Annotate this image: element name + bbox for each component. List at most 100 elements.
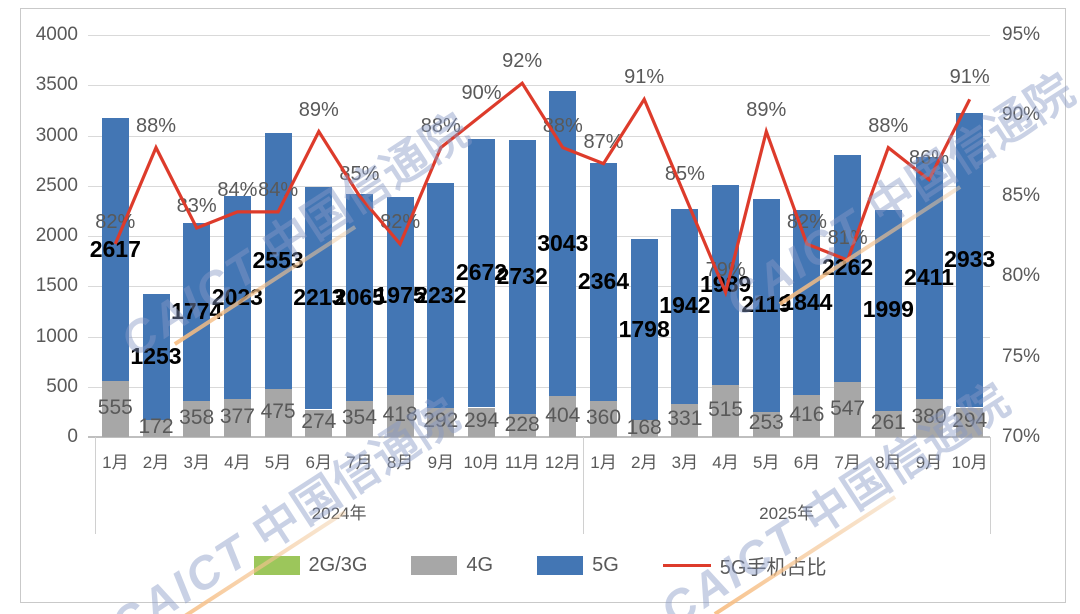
y-axis-tick-left: 0 — [67, 426, 78, 447]
gridline — [88, 35, 990, 36]
label-4g-value: 418 — [382, 403, 418, 426]
x-axis-month-label: 11月 — [504, 453, 540, 472]
gridline — [88, 386, 990, 388]
y-axis-tick-right: 90% — [1002, 104, 1041, 126]
bar-segment-4g — [345, 401, 373, 437]
bar-segment-4g — [549, 396, 577, 437]
bar-segment-4g — [956, 407, 984, 437]
x-axis-month-label: 4月 — [712, 453, 739, 472]
y-axis-tick-left: 3500 — [35, 74, 78, 96]
bar-segment-4g — [874, 410, 902, 437]
bar-segment-4g — [834, 382, 862, 437]
bar-segment-4g — [752, 411, 780, 437]
bar-segment-4g — [183, 401, 211, 437]
bar-segment-4g — [264, 389, 292, 437]
legend-item-2g3g: 2G/3G — [253, 554, 368, 577]
label-4g-value: 168 — [626, 415, 662, 439]
label-5g-value: 1999 — [862, 296, 914, 323]
label-4g-value: 261 — [870, 410, 906, 434]
label-5g-share: 88% — [135, 114, 177, 137]
bar-segment-4g — [915, 398, 943, 437]
y-axis-tick-left: 2000 — [35, 225, 78, 246]
bar-segment-4g — [142, 419, 170, 437]
bar-segment-4g — [793, 395, 821, 437]
label-4g-value: 228 — [504, 412, 540, 436]
bar-segment-4g — [630, 420, 658, 437]
label-4g-value: 416 — [789, 403, 825, 427]
year-group-separator — [583, 437, 585, 534]
label-5g-value: 1798 — [618, 315, 670, 342]
label-4g-value: 555 — [97, 396, 133, 420]
x-axis-month-label: 2月 — [631, 453, 658, 472]
label-4g-value: 274 — [301, 410, 337, 434]
label-5g-value: 3043 — [537, 229, 589, 256]
y-axis-tick-right: 80% — [1002, 265, 1041, 287]
x-axis-month-label: 9月 — [915, 453, 943, 472]
y-axis-tick-left: 500 — [46, 375, 78, 397]
y-axis-tick-right: 70% — [1002, 426, 1041, 447]
legend-swatch-5g — [537, 556, 584, 575]
x-axis-month-label: 6月 — [793, 453, 821, 472]
x-axis-month-label: 8月 — [386, 453, 414, 472]
x-axis-month-label: 1月 — [590, 453, 617, 472]
year-group-separator — [95, 437, 96, 534]
y-axis-tick-right: 95% — [1002, 24, 1041, 45]
y-axis-tick-left: 2500 — [35, 174, 78, 196]
label-5g-share: 79% — [705, 259, 746, 282]
label-4g-value: 380 — [911, 404, 947, 428]
label-5g-share: 88% — [420, 114, 461, 137]
x-axis-month-label: 2月 — [142, 453, 170, 472]
legend-item-4g: 4G — [411, 554, 493, 577]
x-axis-line — [88, 436, 990, 438]
legend-item-5g-share: 5G手机占比 — [662, 551, 826, 580]
x-axis-year-label: 2024年 — [311, 504, 367, 523]
x-axis-month-label: 7月 — [346, 453, 373, 472]
x-axis-month-label: 6月 — [305, 453, 332, 472]
x-axis-month-label: 5月 — [753, 453, 780, 472]
label-4g-value: 294 — [463, 409, 500, 433]
y-axis-tick-left: 1500 — [35, 275, 78, 297]
label-5g-share: 85% — [339, 162, 380, 185]
x-axis-month-label: 3月 — [183, 453, 210, 472]
label-4g-value: 294 — [952, 409, 988, 433]
label-5g-share: 91% — [624, 66, 665, 89]
bar-segment-4g — [468, 407, 495, 437]
bar-segment-4g — [508, 414, 536, 437]
label-5g-share: 86% — [908, 146, 950, 169]
label-5g-value: 1253 — [130, 342, 182, 369]
bar-segment-4g — [101, 381, 129, 437]
y-axis-tick-left: 4000 — [35, 24, 78, 45]
bar-segment-4g — [712, 385, 740, 437]
label-4g-value: 377 — [219, 405, 255, 429]
label-4g-value: 360 — [585, 405, 622, 429]
x-axis-year-label: 2025年 — [759, 504, 814, 523]
label-4g-value: 547 — [830, 396, 866, 420]
label-4g-value: 358 — [179, 406, 215, 429]
bar-segment-4g — [305, 409, 333, 437]
legend-swatch-2g3g — [253, 556, 300, 575]
legend-line-swatch-5g-share — [662, 564, 711, 567]
bar-segment-4g — [427, 407, 455, 437]
gridline — [88, 336, 990, 338]
label-5g-share: 91% — [949, 66, 990, 89]
y-axis-tick-right: 85% — [1002, 184, 1041, 206]
label-5g-value: 2933 — [944, 246, 996, 273]
label-4g-value: 253 — [748, 411, 784, 435]
label-4g-value: 354 — [341, 406, 377, 430]
x-axis-month-label: 10月 — [463, 453, 500, 472]
y-axis-tick-left: 1000 — [35, 325, 78, 347]
label-4g-value: 172 — [138, 415, 174, 439]
x-axis-month-label: 4月 — [224, 453, 251, 472]
legend-swatch-4g — [411, 556, 458, 575]
x-axis-month-label: 9月 — [427, 453, 455, 472]
label-5g-share: 81% — [827, 227, 868, 250]
label-4g-value: 475 — [260, 400, 296, 424]
label-5g-share: 90% — [461, 82, 502, 105]
legend-label-2g3g: 2G/3G — [308, 554, 368, 576]
gridline — [88, 85, 990, 87]
x-axis-month-label: 10月 — [951, 453, 988, 472]
bar-segment-4g — [223, 399, 251, 437]
label-5g-share: 82% — [380, 211, 421, 233]
label-5g-share: 92% — [502, 50, 543, 73]
bar-segment-4g — [386, 395, 414, 437]
